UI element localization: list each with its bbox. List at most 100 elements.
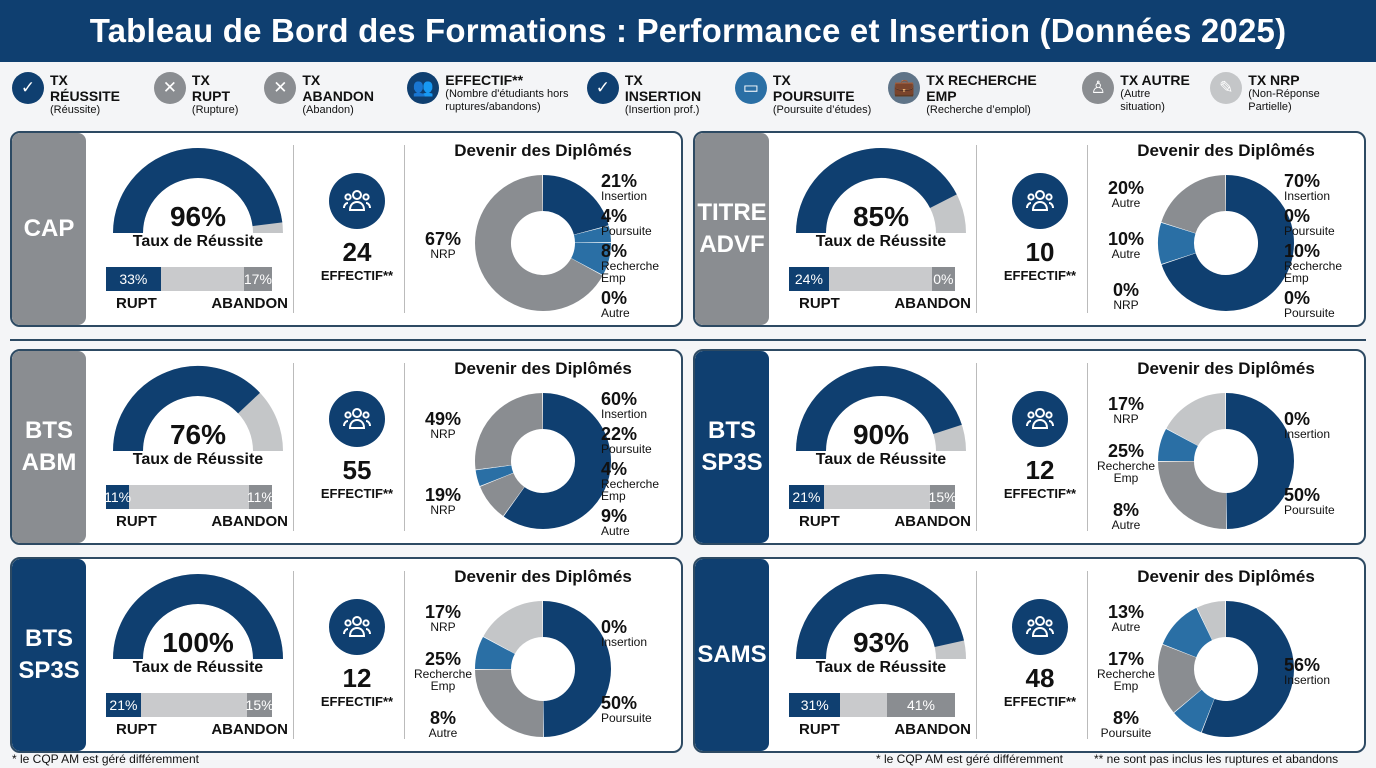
success-rate: 93% <box>852 627 910 658</box>
donut-pct: 17% <box>424 602 462 623</box>
abandon-value: 15% <box>929 485 957 509</box>
formation-label: CAP <box>12 133 86 325</box>
abandon-label: ABANDON <box>894 513 971 530</box>
legend-title: TX POURSUITE <box>772 72 855 104</box>
gauge <box>796 574 966 660</box>
gauge-caption: Taux de Réussite <box>815 659 947 676</box>
donut-segment <box>475 175 603 311</box>
donut-pct: 0% <box>601 617 628 637</box>
rupt-abandon-bar: 24% 0% <box>789 267 955 291</box>
donut-cat: Recherche Emp <box>413 666 473 693</box>
donut-cat: Poursuite <box>1284 503 1335 517</box>
legend-title: TX INSERTION <box>624 72 702 104</box>
donut-segment <box>1197 601 1227 641</box>
abandon-label: ABANDON <box>211 295 288 312</box>
success-rate: 100% <box>162 627 234 658</box>
legend-title: TX RECHERCHE EMP <box>926 72 1037 104</box>
divider <box>404 571 405 739</box>
legend-item: ▭ TX POURSUITE (Poursuite d’études) <box>734 72 874 128</box>
donut-labels-right: 60% Insertion 22% Poursuite 4% Recherche Emp 9… <box>601 387 677 539</box>
donut-pct: 0% <box>1284 287 1311 308</box>
donut-cat: Poursuite <box>601 223 652 238</box>
donut-pct: 22% <box>601 423 638 444</box>
donut-label: 0% Poursuite <box>1284 289 1335 319</box>
divider <box>293 363 294 531</box>
donut-title: Devenir des Diplômés <box>1137 567 1315 586</box>
donut <box>474 600 611 738</box>
legend-title: TX AUTRE <box>1120 72 1190 88</box>
donut-labels-right: 70% Insertion 0% Poursuite 10% Recherche Emp 0… <box>1284 169 1360 321</box>
donut-label: 0% Autre <box>601 289 630 319</box>
donut-label: 8% Poursuite <box>1101 709 1152 739</box>
donut-labels-right: 0% Insertion 50% Poursuite <box>1284 387 1360 539</box>
divider <box>1087 145 1088 313</box>
legend-sub: (Autre situation) <box>1120 88 1165 113</box>
gauge-caption: Taux de Réussite <box>132 233 264 250</box>
abandon-value: 41% <box>886 693 955 717</box>
divider <box>404 363 405 531</box>
effectif: 55 EFFECTIF** <box>302 391 412 501</box>
legend-title: EFFECTIF** <box>445 72 524 88</box>
effectif: 10 EFFECTIF** <box>985 173 1095 283</box>
donut-label: 25% Recherche Emp <box>413 650 473 692</box>
effectif-label: EFFECTIF** <box>320 694 394 709</box>
abandon-value: 17% <box>243 267 272 291</box>
donut-segment <box>1173 688 1216 733</box>
donut-cat: Autre <box>601 523 630 538</box>
donut-chart: Devenir des Diplômés 17% NRP 25% Recherche … <box>405 559 681 751</box>
donut-label: 13% Autre <box>1108 603 1144 633</box>
formation-label: BTS SP3S <box>12 559 86 751</box>
donut-label: 20% Autre <box>1108 179 1144 209</box>
donut <box>1157 392 1294 530</box>
donut-pct: 0% <box>1112 279 1139 300</box>
donut-chart: Devenir des Diplômés 67% NRP 21% Insertion… <box>405 133 681 325</box>
rupt-label: RUPT <box>799 295 840 312</box>
donut-labels-left: 20% Autre 10% Autre 0% NRP <box>1096 169 1156 321</box>
rupt-label: RUPT <box>116 295 157 312</box>
gauge-caption: Taux de Réussite <box>815 233 947 250</box>
donut-pct: 70% <box>1284 170 1321 191</box>
effectif-count: 48 <box>1025 663 1055 693</box>
donut-segment <box>1162 607 1214 659</box>
donut-label: 19% NRP <box>425 486 461 516</box>
donut-segment <box>483 601 544 655</box>
donut-segment <box>1158 460 1227 529</box>
gauge-fill <box>796 366 962 452</box>
donut-title: Devenir des Diplômés <box>454 567 632 586</box>
legend-sub: (Rupture) <box>191 104 239 116</box>
success-rate: 85% <box>852 201 910 232</box>
donut <box>1158 174 1294 311</box>
gauge <box>113 366 283 452</box>
rupt-label: RUPT <box>799 721 840 738</box>
donut-segment <box>475 464 514 487</box>
legend-sub: (Recherche d’emplol) <box>926 104 1031 116</box>
legend-item: ✓ TX RÉUSSITE (Réussite) <box>12 72 140 128</box>
legend-item: ✕ TX ABANDON (Abandon) <box>264 72 393 128</box>
legend-title: TX RUPT <box>191 72 231 104</box>
success-gauge: 93% Taux de Réussite 31% 41% RUPT ABANDO… <box>781 567 981 738</box>
donut-pct: 56% <box>1284 655 1321 675</box>
donut-pct: 19% <box>424 485 462 505</box>
success-rate: 90% <box>852 419 910 450</box>
divider <box>976 363 977 531</box>
users-icon <box>1012 599 1068 655</box>
donut-cat: Insertion <box>601 188 648 203</box>
donut-cat: Autre <box>1111 196 1141 211</box>
donut-title: Devenir des Diplômés <box>454 141 632 160</box>
effectif-label: EFFECTIF** <box>320 486 394 501</box>
effectif-label: EFFECTIF** <box>1003 694 1077 709</box>
donut-segment <box>475 636 516 670</box>
donut-label: 4% Poursuite <box>601 207 652 237</box>
donut-segment <box>573 226 611 244</box>
donut-label: 0% Insertion <box>601 618 647 648</box>
footnote: ** ne sont pas inclus les ruptures et ab… <box>1094 752 1339 766</box>
donut-pct: 50% <box>1284 485 1321 505</box>
donut-label: 0% Poursuite <box>1284 207 1335 237</box>
donut-cat: Insertion <box>1284 427 1331 441</box>
briefcase-icon: 💼 <box>888 72 921 104</box>
formation-label: SAMS <box>695 559 769 751</box>
donut-label: 4% Recherche Emp <box>601 460 677 502</box>
donut-label: 22% Poursuite <box>601 425 652 455</box>
donut-segment <box>1158 643 1202 713</box>
effectif-count: 55 <box>342 455 372 485</box>
